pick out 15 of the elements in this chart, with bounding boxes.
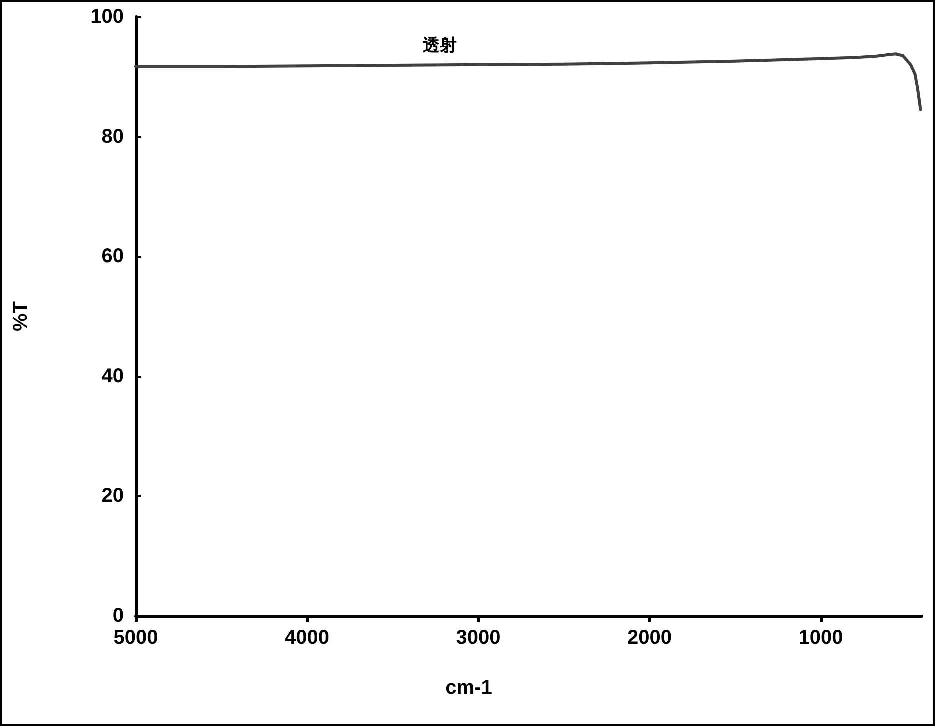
line-series	[134, 52, 922, 112]
text: 透射	[422, 36, 457, 55]
y-tick-label: 40	[102, 365, 124, 388]
y-tick-label: 60	[102, 246, 124, 268]
y-axis-title: %T	[10, 302, 32, 332]
x-tick-label: 4000	[284, 627, 330, 649]
y-tick-label: 20	[102, 485, 124, 508]
x-tick-label: 3000	[456, 627, 501, 649]
x-tick-label: 2000	[627, 627, 672, 649]
x-tick-label: 5000	[114, 627, 158, 649]
x-tick-label: 1000	[798, 627, 844, 649]
y-tick-label: 80	[102, 126, 124, 148]
x-axis-title: cm-1	[446, 677, 492, 699]
y-tick-label: 100	[90, 6, 124, 28]
y-tick-label: 0	[112, 605, 124, 627]
